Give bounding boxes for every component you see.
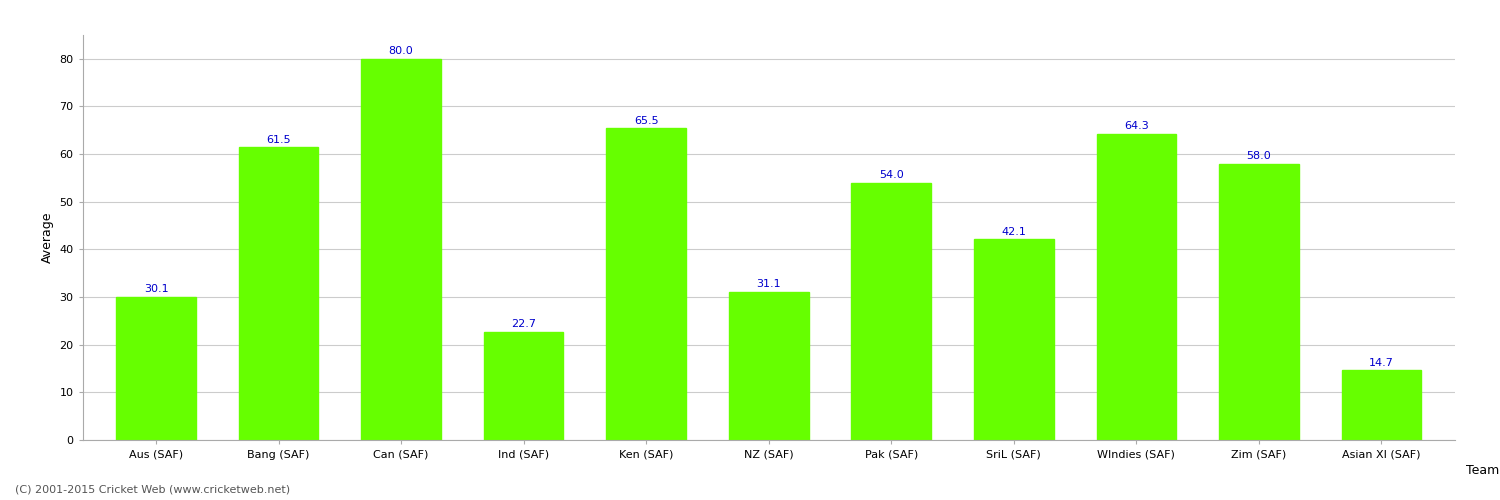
Bar (852, 182, 932, 440)
Bar (484, 332, 564, 440)
Text: 65.5: 65.5 (634, 116, 658, 126)
Bar (362, 59, 441, 440)
Text: 80.0: 80.0 (388, 46, 414, 56)
Text: 54.0: 54.0 (879, 170, 903, 180)
Text: 42.1: 42.1 (1002, 227, 1026, 237)
Text: 64.3: 64.3 (1124, 121, 1149, 131)
Y-axis label: Average: Average (40, 212, 54, 263)
Bar (116, 296, 196, 440)
Text: 31.1: 31.1 (756, 280, 782, 289)
Bar (1341, 370, 1422, 440)
Bar (1220, 164, 1299, 440)
Text: 14.7: 14.7 (1370, 358, 1394, 368)
Text: 22.7: 22.7 (512, 320, 536, 330)
Bar (238, 147, 318, 440)
Text: 58.0: 58.0 (1246, 152, 1272, 162)
Text: 61.5: 61.5 (267, 134, 291, 144)
Bar (729, 292, 809, 440)
X-axis label: Team: Team (1466, 464, 1498, 477)
Bar (606, 128, 686, 440)
Bar (1096, 134, 1176, 440)
Bar (974, 240, 1053, 440)
Text: (C) 2001-2015 Cricket Web (www.cricketweb.net): (C) 2001-2015 Cricket Web (www.cricketwe… (15, 485, 290, 495)
Text: 30.1: 30.1 (144, 284, 168, 294)
